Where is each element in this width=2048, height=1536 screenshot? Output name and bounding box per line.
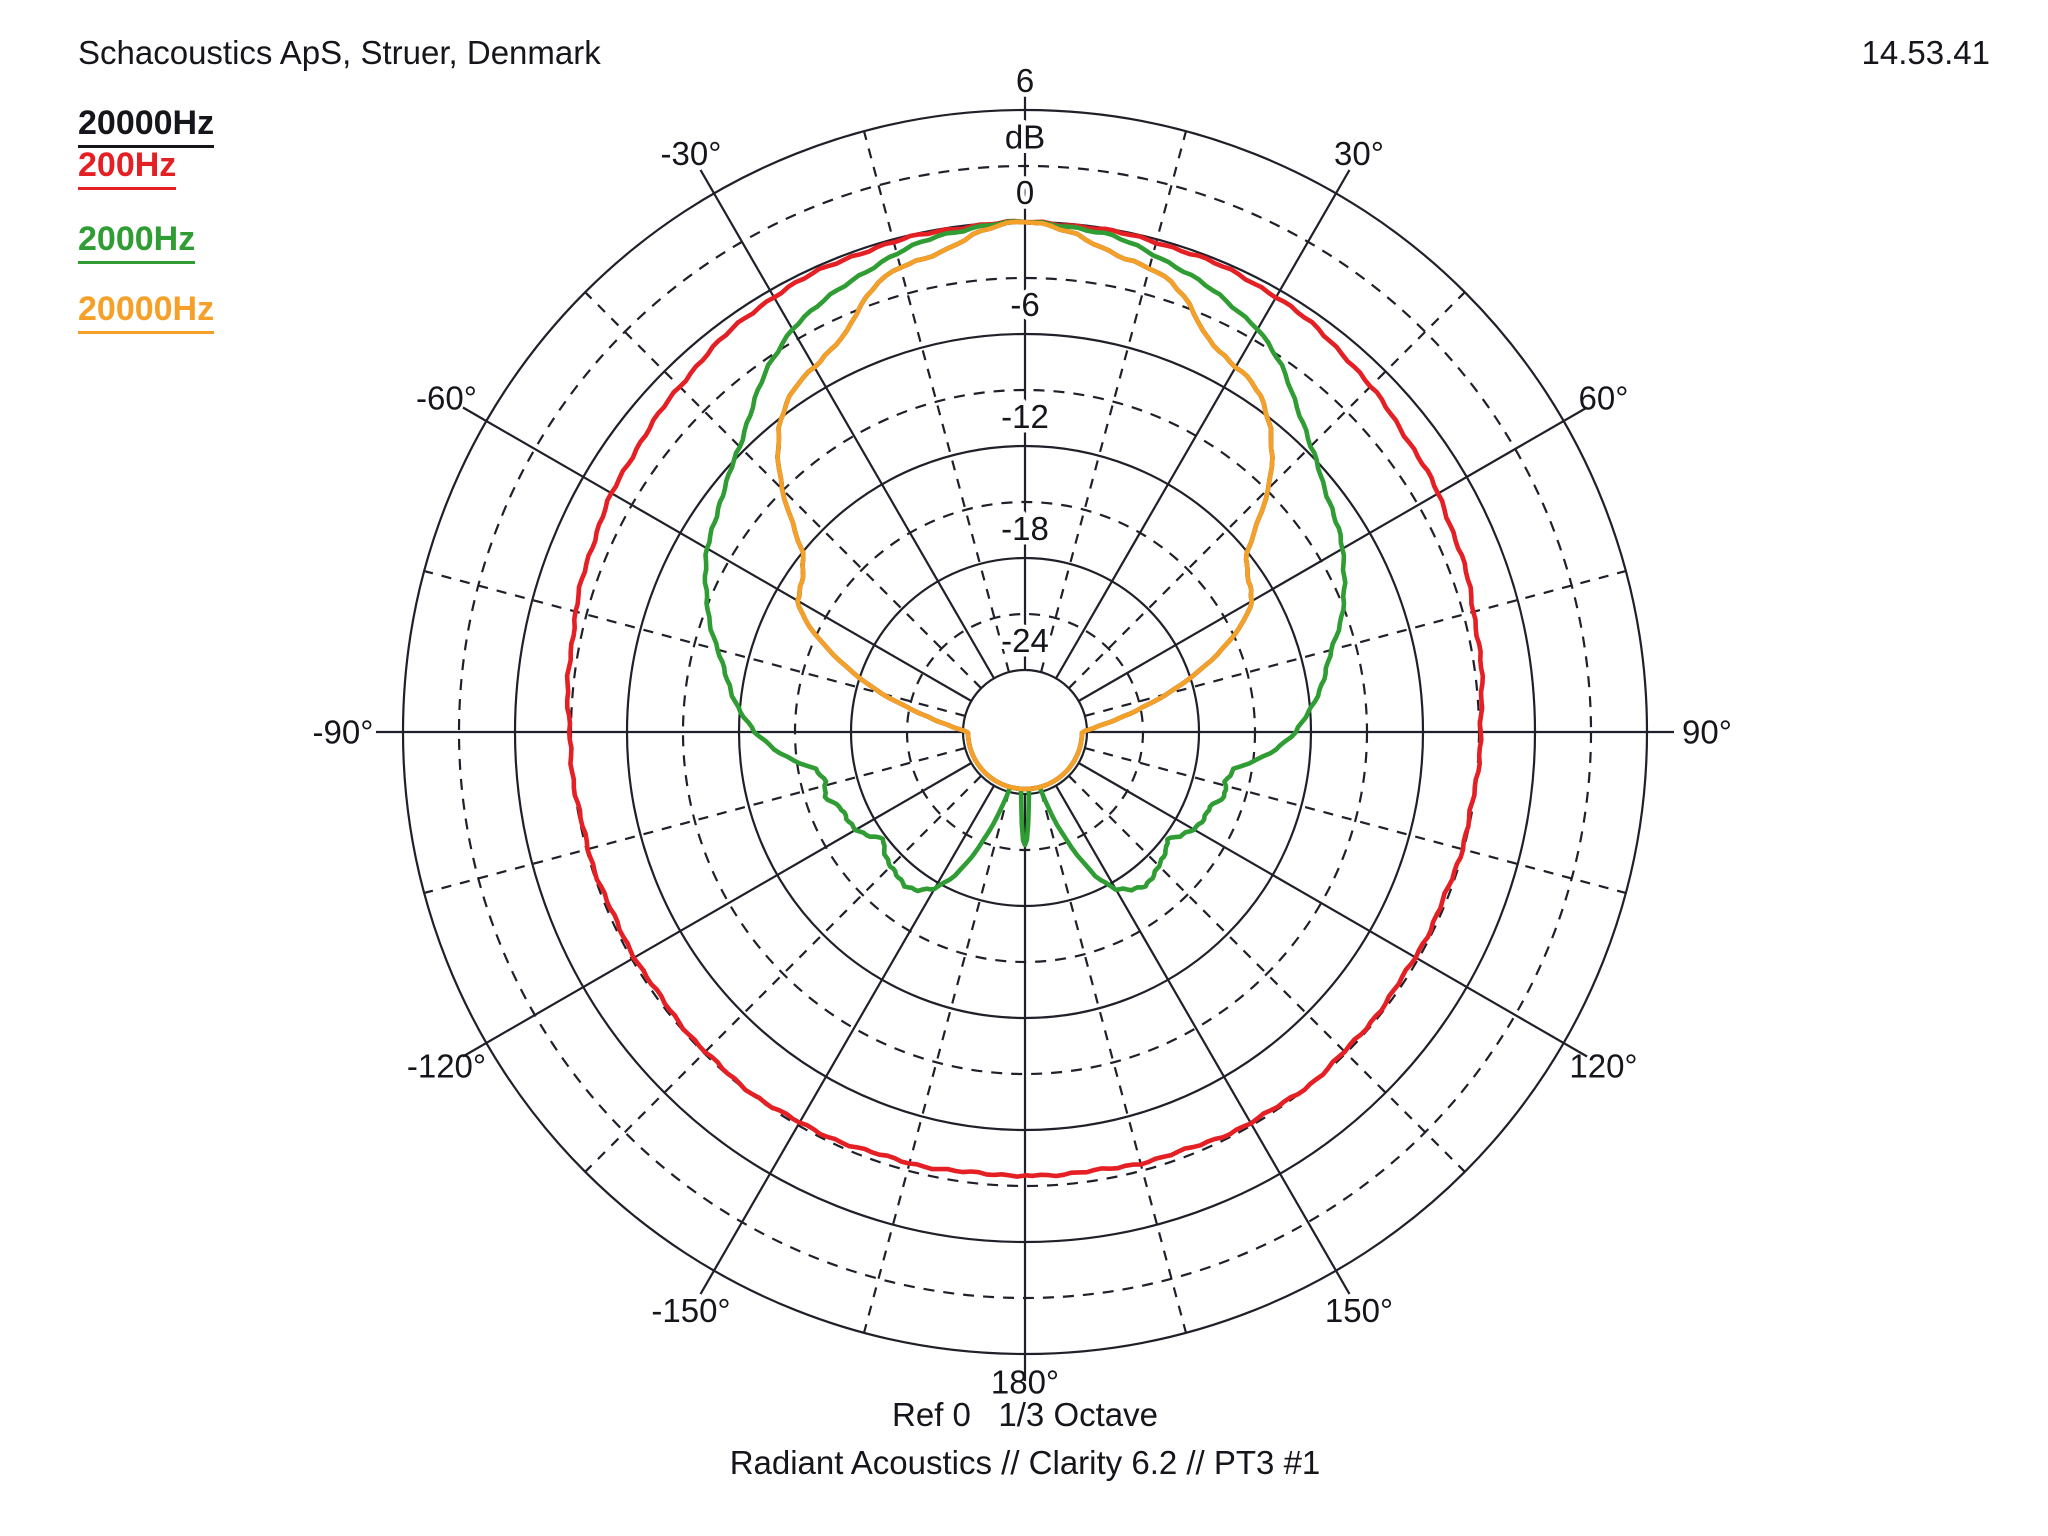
angle-labels: -30° 30° -60° 60° -90° 90° -120° 120° -150° 150° 1… — [313, 135, 1732, 1401]
angle-label: -30° — [661, 135, 722, 172]
curve-20000hz — [775, 219, 1275, 792]
radial-tick-label: -12 — [1001, 398, 1049, 435]
legend-label: 20000Hz — [78, 104, 215, 148]
angle-label: 90° — [1682, 714, 1732, 751]
radial-tick-label: -18 — [1001, 510, 1049, 547]
angle-label: -120° — [407, 1048, 486, 1085]
angle-label: 30° — [1334, 135, 1384, 172]
radial-tick-label: 6 — [1016, 62, 1034, 99]
page-title: Schacoustics ApS, Struer, Denmark — [78, 34, 601, 71]
angle-label: -150° — [651, 1292, 730, 1329]
reference-and-smoothing-label: Ref 0 1/3 Octave — [892, 1396, 1158, 1433]
angle-label: -60° — [416, 380, 477, 417]
timestamp: 14.53.41 — [1861, 34, 1990, 71]
angle-label: 120° — [1569, 1048, 1637, 1085]
legend-item-20000hz-orange: 20000Hz — [78, 290, 215, 334]
angle-label: 180° — [991, 1364, 1059, 1401]
angle-label: 150° — [1325, 1292, 1393, 1329]
legend-item-2000hz: 2000Hz — [78, 220, 196, 264]
legend-label: 200Hz — [78, 146, 177, 190]
legend-item-200hz: 200Hz — [78, 146, 177, 190]
radial-tick-label: 0 — [1016, 174, 1034, 211]
source-device-label: Radiant Acoustics // Clarity 6.2 // PT3 … — [729, 1444, 1321, 1481]
radial-axis-unit-label: dB — [1005, 119, 1045, 156]
legend-label: 20000Hz — [78, 290, 215, 334]
radial-tick-label: -6 — [1010, 286, 1039, 323]
angle-label: 60° — [1579, 380, 1629, 417]
radial-labels: 6 0 -6 -12 -18 -24 dB — [997, 57, 1054, 663]
radial-tick-label: -24 — [1001, 622, 1049, 659]
legend-item-20000hz-black: 20000Hz — [78, 104, 215, 148]
legend-label: 2000Hz — [78, 220, 196, 264]
angle-label: -90° — [313, 714, 374, 751]
